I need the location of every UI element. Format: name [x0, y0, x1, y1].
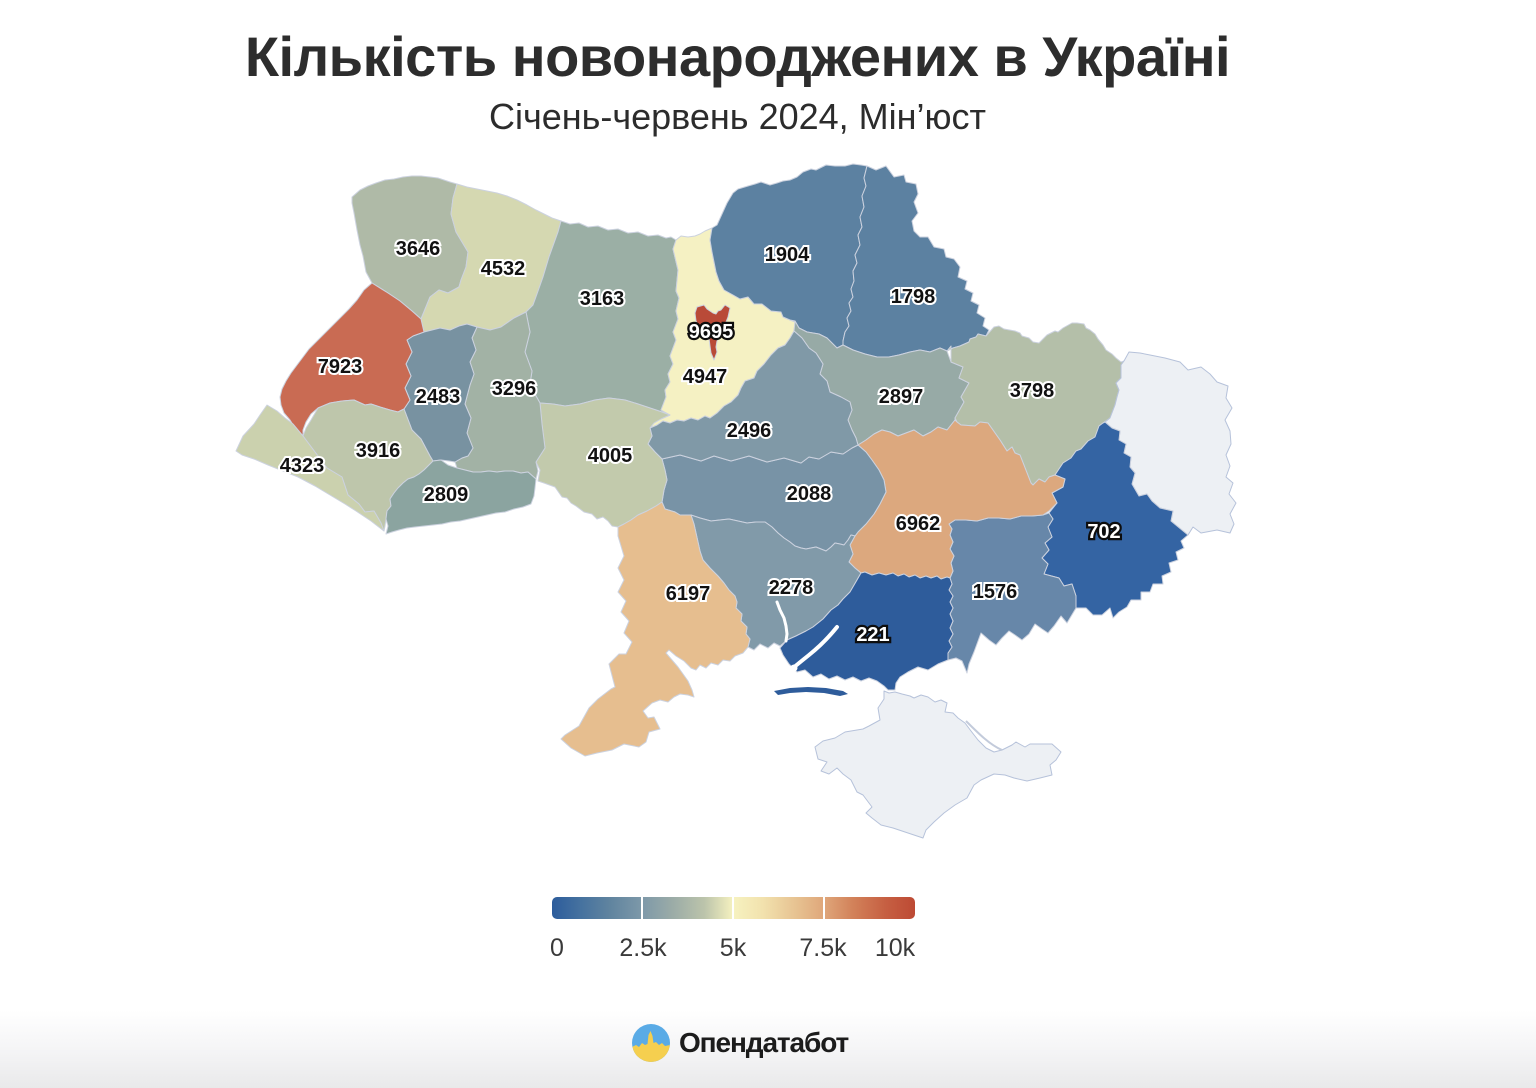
svg-text:4532: 4532	[481, 258, 526, 280]
svg-text:1904: 1904	[765, 244, 810, 266]
svg-text:2088: 2088	[787, 483, 832, 505]
svg-text:2809: 2809	[424, 484, 469, 506]
svg-text:7923: 7923	[318, 356, 363, 378]
svg-text:6962: 6962	[896, 513, 941, 535]
svg-text:1576: 1576	[973, 581, 1018, 603]
svg-text:3163: 3163	[580, 288, 625, 310]
svg-text:3916: 3916	[356, 440, 401, 462]
svg-text:221: 221	[856, 624, 889, 646]
svg-text:3296: 3296	[492, 378, 537, 400]
svg-text:3798: 3798	[1010, 380, 1055, 402]
svg-text:4005: 4005	[588, 445, 633, 467]
svg-text:2278: 2278	[769, 577, 814, 599]
svg-text:702: 702	[1087, 521, 1120, 543]
svg-text:3646: 3646	[396, 238, 441, 260]
svg-text:4323: 4323	[280, 455, 325, 477]
svg-text:6197: 6197	[666, 583, 711, 605]
svg-text:2483: 2483	[416, 386, 461, 408]
svg-text:4947: 4947	[683, 366, 728, 388]
svg-text:1798: 1798	[891, 286, 936, 308]
svg-text:9695: 9695	[689, 321, 734, 343]
svg-text:2496: 2496	[727, 420, 772, 442]
svg-text:2897: 2897	[879, 386, 924, 408]
